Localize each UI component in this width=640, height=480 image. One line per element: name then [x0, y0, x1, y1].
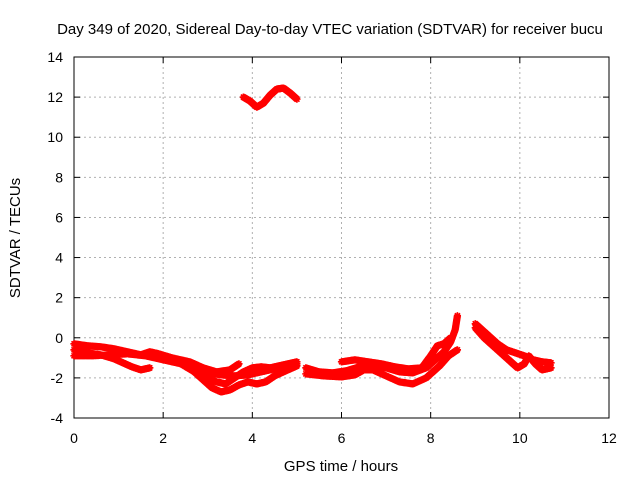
series-track-e	[186, 360, 301, 380]
x-tick-label: 4	[248, 430, 256, 446]
y-tick-label: 12	[47, 89, 63, 105]
y-tick-label: 14	[47, 49, 63, 65]
y-tick-label: 2	[55, 290, 63, 306]
y-tick-label: -4	[51, 410, 64, 426]
series-track-i	[337, 334, 455, 373]
x-tick-label: 12	[601, 430, 617, 446]
series-track-f	[239, 84, 301, 111]
y-axis-title: SDTVAR / TECUs	[7, 178, 24, 298]
y-tick-label: 6	[55, 209, 63, 225]
data-point	[293, 95, 301, 103]
data-point	[547, 364, 555, 372]
axis-ticks: 0 2 4 6 8 10 12 -4 -2 0 2 4 6 8 10 12 14	[47, 49, 617, 446]
x-tick-label: 6	[338, 430, 346, 446]
data-point	[146, 364, 154, 372]
x-tick-label: 0	[70, 430, 78, 446]
data-point	[453, 346, 462, 354]
x-axis-title: GPS time / hours	[284, 458, 398, 475]
data-point	[453, 312, 462, 320]
y-tick-label: 4	[55, 250, 63, 266]
series-track-h	[302, 346, 462, 388]
x-tick-label: 2	[159, 430, 167, 446]
y-tick-label: 8	[55, 169, 63, 185]
data-point	[447, 334, 455, 342]
data-series	[70, 84, 555, 396]
grid-lines	[74, 57, 609, 418]
data-point	[547, 359, 555, 367]
chart-title: Day 349 of 2020, Sidereal Day-to-day VTE…	[57, 21, 603, 38]
x-tick-label: 10	[512, 430, 528, 446]
data-point	[293, 360, 301, 368]
data-point	[235, 360, 243, 368]
x-tick-label: 8	[427, 430, 435, 446]
y-tick-label: -2	[51, 370, 64, 386]
y-tick-label: 0	[55, 330, 63, 346]
y-tick-label: 10	[47, 129, 63, 145]
series-track-k	[471, 324, 555, 374]
